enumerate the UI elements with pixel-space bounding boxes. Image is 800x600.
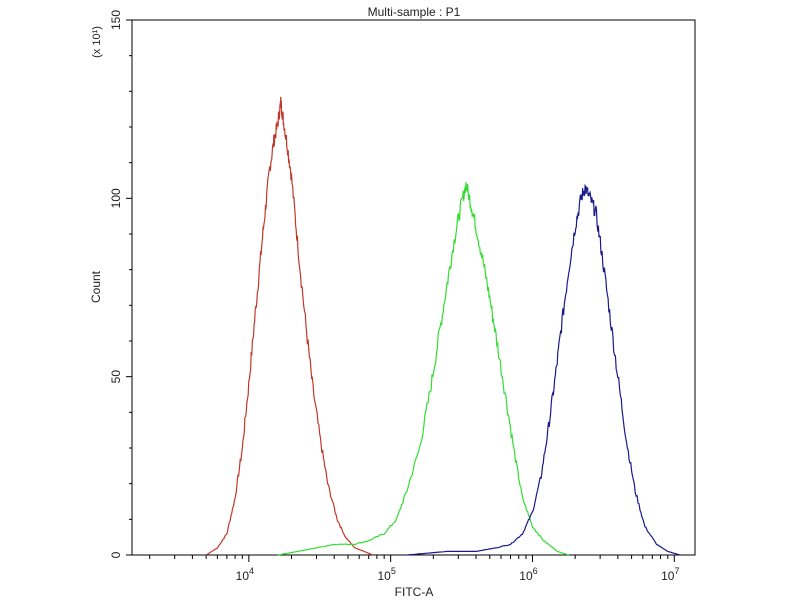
x-tick-label: 105 xyxy=(377,566,395,583)
x-tick-base: 10 xyxy=(377,569,391,583)
x-tick-label: 106 xyxy=(519,566,537,583)
series-line-2 xyxy=(277,182,569,556)
x-tick-exponent: 6 xyxy=(533,566,538,576)
y-tick-label: 0 xyxy=(109,551,123,558)
series-line-1 xyxy=(205,96,374,556)
chart-title: Multi-sample : P1 xyxy=(368,5,461,19)
x-tick-label: 104 xyxy=(236,566,254,583)
x-tick-base: 10 xyxy=(236,569,250,583)
y-tick-label: 150 xyxy=(109,10,123,30)
x-tick-base: 10 xyxy=(519,569,533,583)
x-tick-exponent: 5 xyxy=(391,566,396,576)
series-layer xyxy=(205,96,681,556)
y-axis-label: Count xyxy=(89,270,103,303)
y-axis-multiplier: (x 10¹) xyxy=(91,26,103,58)
x-tick-label: 107 xyxy=(661,566,679,583)
y-tick-label: 50 xyxy=(109,370,123,384)
y-tick-label: 100 xyxy=(109,188,123,208)
x-tick-base: 10 xyxy=(661,569,675,583)
x-axis: 104 105 106 107 xyxy=(149,555,679,583)
plot-area xyxy=(131,19,696,556)
series-line-3 xyxy=(406,183,681,556)
x-tick-exponent: 4 xyxy=(249,566,254,576)
y-axis: 0 50 100 150 xyxy=(109,10,132,558)
x-tick-exponent: 7 xyxy=(674,566,679,576)
x-axis-label: FITC-A xyxy=(395,585,434,599)
